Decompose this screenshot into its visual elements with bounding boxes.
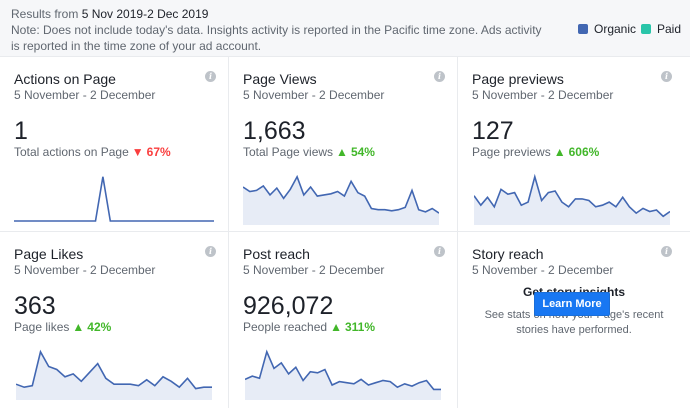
card-subtitle: Total Page views ▲ 54%	[243, 145, 375, 159]
card-post-reach[interactable]: Post reach i 5 November - 2 December 926…	[229, 232, 457, 408]
card-change: 606%	[568, 145, 600, 159]
card-sub-label: Page likes	[14, 320, 70, 334]
sparkline	[16, 349, 212, 400]
results-range: 5 Nov 2019-2 Dec 2019	[81, 7, 209, 21]
card-page-views[interactable]: Page Views i 5 November - 2 December 1,6…	[229, 57, 457, 231]
info-icon[interactable]: i	[661, 71, 672, 82]
card-date-range: 5 November - 2 December	[14, 88, 156, 102]
card-sub-label: People reached	[243, 320, 328, 334]
sparkline	[14, 176, 214, 222]
card-value: 1	[14, 117, 28, 145]
change-up-icon: ▲	[336, 145, 348, 159]
card-change: 67%	[146, 145, 171, 159]
sparkline-line	[474, 173, 670, 218]
card-title: Page Likes	[14, 246, 84, 262]
paid-swatch	[641, 24, 651, 34]
card-change: 42%	[87, 320, 112, 334]
sparkline-line	[243, 174, 439, 214]
sparkline-line	[14, 176, 214, 222]
card-change: 54%	[350, 145, 375, 159]
card-sub-label: Page previews	[472, 145, 551, 159]
sparkline-line	[16, 349, 212, 390]
legend-organic: Organic	[578, 22, 636, 36]
info-icon[interactable]: i	[434, 246, 445, 257]
info-icon[interactable]: i	[661, 246, 672, 257]
info-icon[interactable]: i	[205, 71, 216, 82]
insights-grid: Actions on Page i 5 November - 2 Decembe…	[0, 57, 690, 408]
insights-header: Results from 5 Nov 2019-2 Dec 2019 Note:…	[0, 0, 690, 56]
card-title: Page Views	[243, 71, 317, 87]
sparkline	[245, 349, 441, 400]
card-actions-on-page[interactable]: Actions on Page i 5 November - 2 Decembe…	[0, 57, 228, 231]
card-value: 926,072	[243, 292, 334, 320]
sparkline	[474, 173, 670, 225]
results-range-text: Results from 5 Nov 2019-2 Dec 2019	[11, 6, 208, 22]
organic-label: Organic	[594, 22, 637, 36]
sparkline-line	[245, 349, 441, 391]
card-title: Story reach	[472, 246, 544, 262]
card-story-reach: Story reach i 5 November - 2 December Ge…	[458, 232, 690, 408]
card-value: 127	[472, 117, 514, 145]
paid-label: Paid	[657, 22, 682, 36]
card-change: 311%	[344, 320, 375, 334]
change-up-icon: ▲	[553, 145, 566, 159]
sparkline-area	[16, 351, 212, 400]
card-value: 1,663	[243, 117, 306, 145]
card-date-range: 5 November - 2 December	[472, 263, 614, 277]
card-date-range: 5 November - 2 December	[243, 88, 385, 102]
sparkline	[243, 174, 439, 225]
card-title: Actions on Page	[14, 71, 116, 87]
card-subtitle: People reached ▲ 311%	[243, 320, 375, 334]
card-sub-label: Total Page views	[243, 145, 334, 159]
card-subtitle: Page previews ▲ 606%	[472, 145, 599, 159]
timezone-note: Note: Does not include today's data. Ins…	[11, 23, 542, 53]
learn-more-button[interactable]: Learn More	[534, 292, 610, 316]
info-icon[interactable]: i	[434, 71, 445, 82]
card-title: Post reach	[243, 246, 310, 262]
sparkline-area	[474, 176, 670, 225]
results-prefix: Results from	[11, 7, 79, 21]
card-subtitle: Page likes ▲ 42%	[14, 320, 111, 334]
sparkline-area	[245, 351, 441, 400]
card-date-range: 5 November - 2 December	[472, 88, 614, 102]
change-down-icon: ▼	[131, 145, 144, 159]
card-title: Page previews	[472, 71, 564, 87]
card-value: 363	[14, 292, 56, 320]
card-subtitle: Total actions on Page ▼ 67%	[14, 145, 171, 159]
sparkline-area	[243, 176, 439, 225]
change-up-icon: ▲	[72, 320, 85, 334]
info-icon[interactable]: i	[205, 246, 216, 257]
card-page-previews[interactable]: Page previews i 5 November - 2 December …	[458, 57, 690, 231]
card-page-likes[interactable]: Page Likes i 5 November - 2 December 363…	[0, 232, 228, 408]
card-date-range: 5 November - 2 December	[243, 263, 385, 277]
card-sub-label: Total actions on Page	[14, 145, 129, 159]
organic-swatch	[578, 24, 588, 34]
change-up-icon: ▲	[330, 320, 342, 334]
legend-paid: Paid	[641, 22, 681, 36]
card-date-range: 5 November - 2 December	[14, 263, 156, 277]
